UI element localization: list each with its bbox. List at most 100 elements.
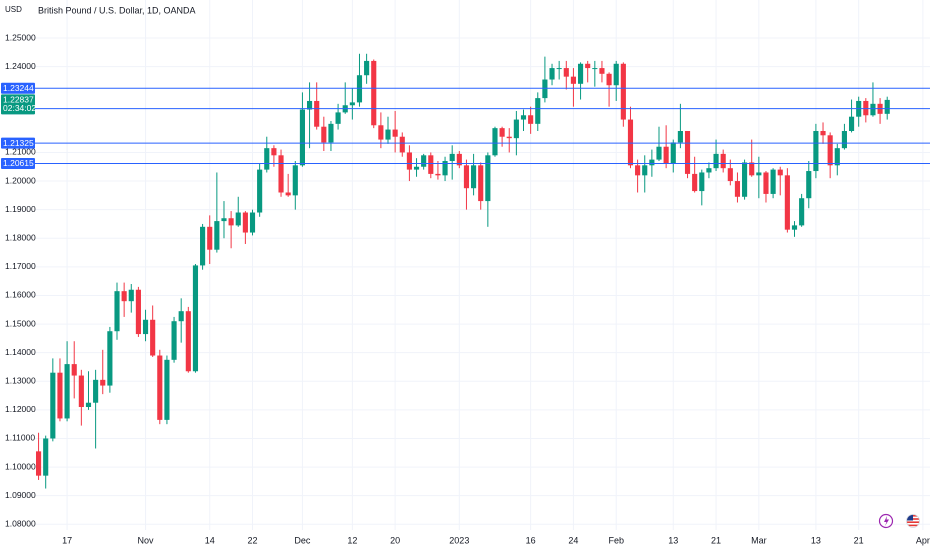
alert-icon[interactable] (878, 513, 894, 529)
candle-body (249, 212, 256, 233)
candle-body (563, 68, 569, 77)
candle-body (71, 364, 77, 376)
y-tick-label: 1.11000 (5, 433, 35, 443)
candle-body (64, 364, 70, 419)
candle-body (749, 162, 755, 176)
price-line-label: 1.20615 (3, 158, 34, 168)
candle-body (413, 166, 420, 170)
candle-body (349, 102, 355, 106)
candle-body (742, 162, 748, 197)
candle-body (642, 165, 648, 176)
candle-body (535, 98, 541, 124)
x-tick-label: 14 (205, 535, 215, 545)
candle-body (656, 146, 662, 160)
flag-ring[interactable] (906, 514, 920, 528)
last-price-label: 1.22837 (3, 95, 34, 105)
candle-body (599, 68, 605, 74)
candle-body (770, 169, 776, 194)
candle-body (35, 451, 42, 476)
candle-body (884, 99, 890, 114)
candle-body (763, 172, 769, 194)
countdown-label: 02:34:02 (3, 103, 36, 113)
candle-body (449, 153, 455, 162)
candle-body (399, 136, 405, 153)
candle-body (820, 130, 826, 136)
y-tick-label: 1.09000 (5, 490, 36, 500)
y-tick-label: 1.20000 (5, 175, 36, 185)
candle-body (150, 319, 156, 356)
candle-body (827, 135, 833, 166)
candle-body (585, 63, 591, 69)
candle-body (214, 221, 220, 250)
candle-body (264, 148, 270, 170)
candle-body (520, 115, 527, 120)
candle-body (727, 168, 733, 182)
candle-body (50, 372, 56, 439)
candle-body (100, 379, 106, 386)
x-tick-label: 22 (248, 535, 258, 545)
candle-body (271, 148, 277, 156)
candle-body (670, 142, 676, 164)
candle-body (378, 125, 384, 140)
labels: 1.25000 1.24000 1.21000 1.20000 1.19000 1.180… (1, 32, 930, 545)
y-tick-label: 1.19000 (5, 204, 36, 214)
candle-body (385, 129, 391, 140)
candle-body (463, 165, 470, 189)
x-tick-label: 20 (390, 535, 400, 545)
candle-body (506, 136, 512, 139)
candle-body (306, 100, 313, 110)
grid (35, 0, 930, 530)
candle-body (406, 152, 412, 170)
candle-body (392, 129, 398, 137)
flag-icon[interactable] (906, 514, 920, 528)
y-tick-label: 1.25000 (5, 32, 36, 42)
x-tick-label: 13 (668, 535, 678, 545)
candles (35, 53, 930, 489)
candle-body (171, 321, 177, 360)
candle-body (221, 218, 227, 222)
candle-body (207, 226, 213, 250)
candle-body (471, 165, 477, 189)
x-tick-label: 12 (347, 535, 357, 545)
candle-body (756, 172, 762, 176)
candle-body (592, 68, 598, 70)
candle-body (570, 76, 576, 84)
candle-body (242, 212, 248, 233)
candle-body (684, 130, 691, 174)
x-tick-label: 21 (854, 535, 864, 545)
candle-body (720, 153, 726, 169)
candle-body (93, 379, 99, 403)
y-tick-label: 1.12000 (5, 404, 36, 414)
flag-body[interactable] (906, 514, 920, 528)
candle-body (121, 291, 127, 302)
candle-body (613, 63, 619, 86)
candle-body (606, 73, 612, 86)
x-tick-label: Nov (138, 535, 155, 545)
flag-canton (906, 514, 913, 521)
candle-body (577, 63, 584, 84)
x-tick-label: 16 (526, 535, 536, 545)
candle-body (706, 168, 712, 173)
candle-body (178, 311, 184, 322)
candle-body (185, 311, 191, 372)
candle-body (78, 375, 84, 408)
candle-body (257, 169, 263, 213)
y-tick-label: 1.21000 (5, 147, 36, 157)
y-tick-label: 1.13000 (5, 376, 36, 386)
candle-body (164, 359, 170, 420)
candle-body (135, 289, 141, 335)
candle-body (328, 123, 334, 143)
x-tick-label: 2023 (449, 535, 469, 545)
price-line-label: 1.21325 (3, 138, 34, 148)
candle-body (192, 265, 199, 372)
candle-body (278, 155, 284, 193)
y-tick-label: 1.24000 (5, 61, 36, 71)
candle-body (549, 68, 555, 80)
y-tick-label: 1.10000 (5, 461, 36, 471)
candle-body (734, 181, 741, 197)
alert-icon-bolt[interactable] (884, 516, 889, 526)
chart-title: British Pound / U.S. Dollar, 1D, OANDA (38, 5, 196, 15)
candle-body (513, 119, 519, 139)
candle-body (485, 155, 491, 202)
